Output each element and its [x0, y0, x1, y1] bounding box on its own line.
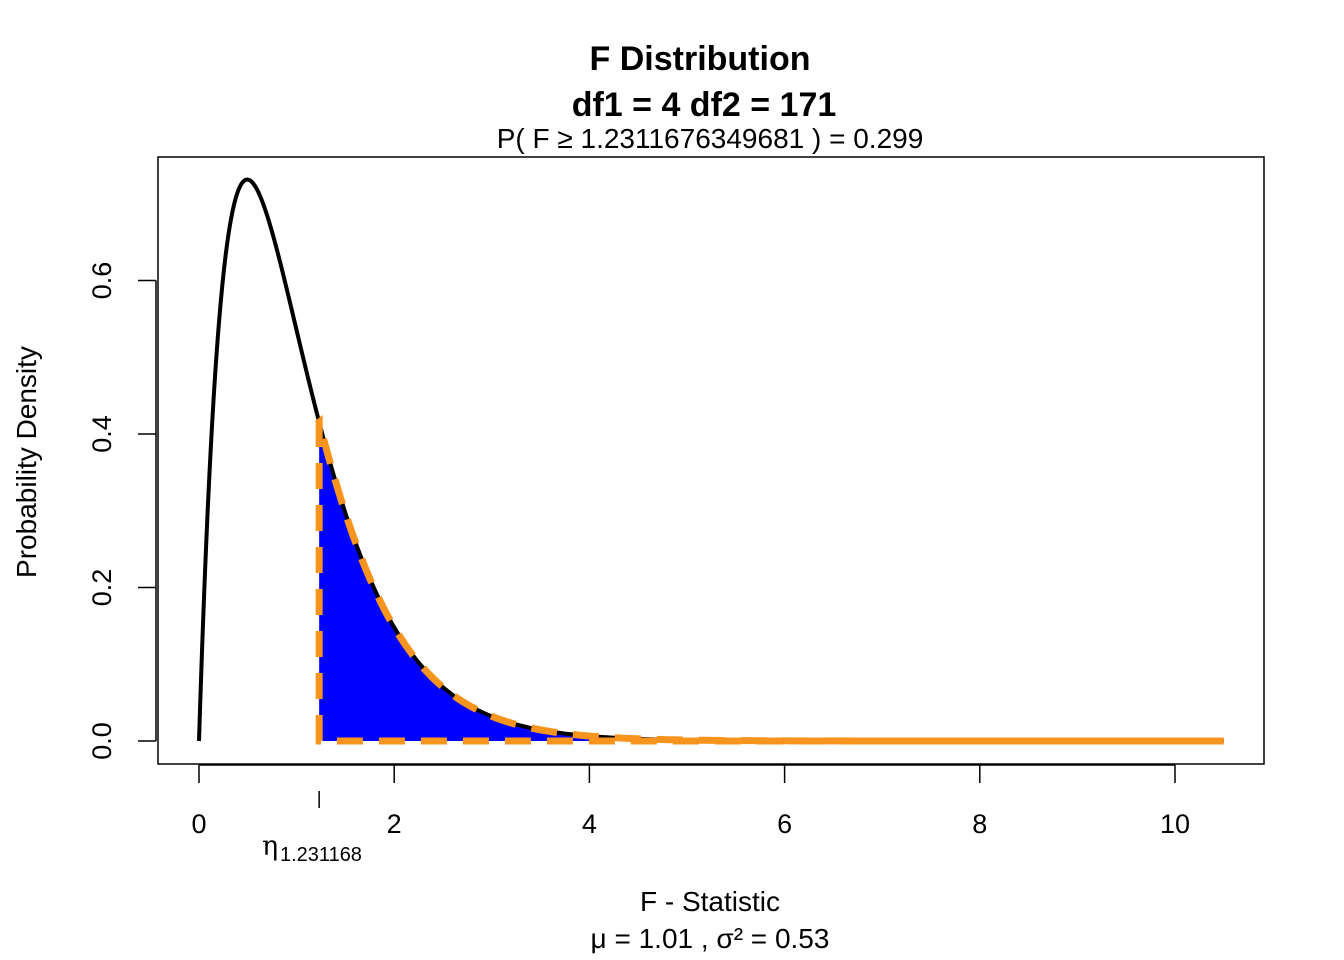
chart-title-df: df1 = 4 df2 = 171 — [572, 86, 837, 124]
y-axis-label: Probability Density — [11, 346, 42, 578]
chart-subtitle-probability: P( F ≥ 1.2311676349681 ) = 0.299 — [497, 123, 924, 154]
x-axis-stats-label: μ = 1.01 , σ² = 0.53 — [591, 923, 830, 954]
y-tick-label: 0.4 — [87, 415, 117, 453]
f-value-eta-subscript: 1.231168 — [280, 844, 362, 866]
x-tick-label: 2 — [387, 809, 402, 839]
x-tick-label: 6 — [777, 809, 792, 839]
plot-frame — [157, 156, 1265, 765]
upper-tail-shaded-area — [319, 422, 1224, 741]
x-tick-label: 4 — [582, 809, 597, 839]
f-value-eta-symbol: η — [262, 831, 278, 862]
x-tick-label: 8 — [972, 809, 987, 839]
x-tick-label: 10 — [1160, 809, 1190, 839]
tail-region-dashed-outline — [315, 413, 1224, 745]
y-tick-label: 0.6 — [87, 262, 117, 300]
chart-title: F Distribution — [590, 40, 811, 78]
x-axis-label: F - Statistic — [640, 886, 780, 917]
y-tick-label: 0.0 — [87, 722, 117, 760]
x-tick-label: 0 — [191, 809, 206, 839]
y-tick-label: 0.2 — [87, 569, 117, 607]
